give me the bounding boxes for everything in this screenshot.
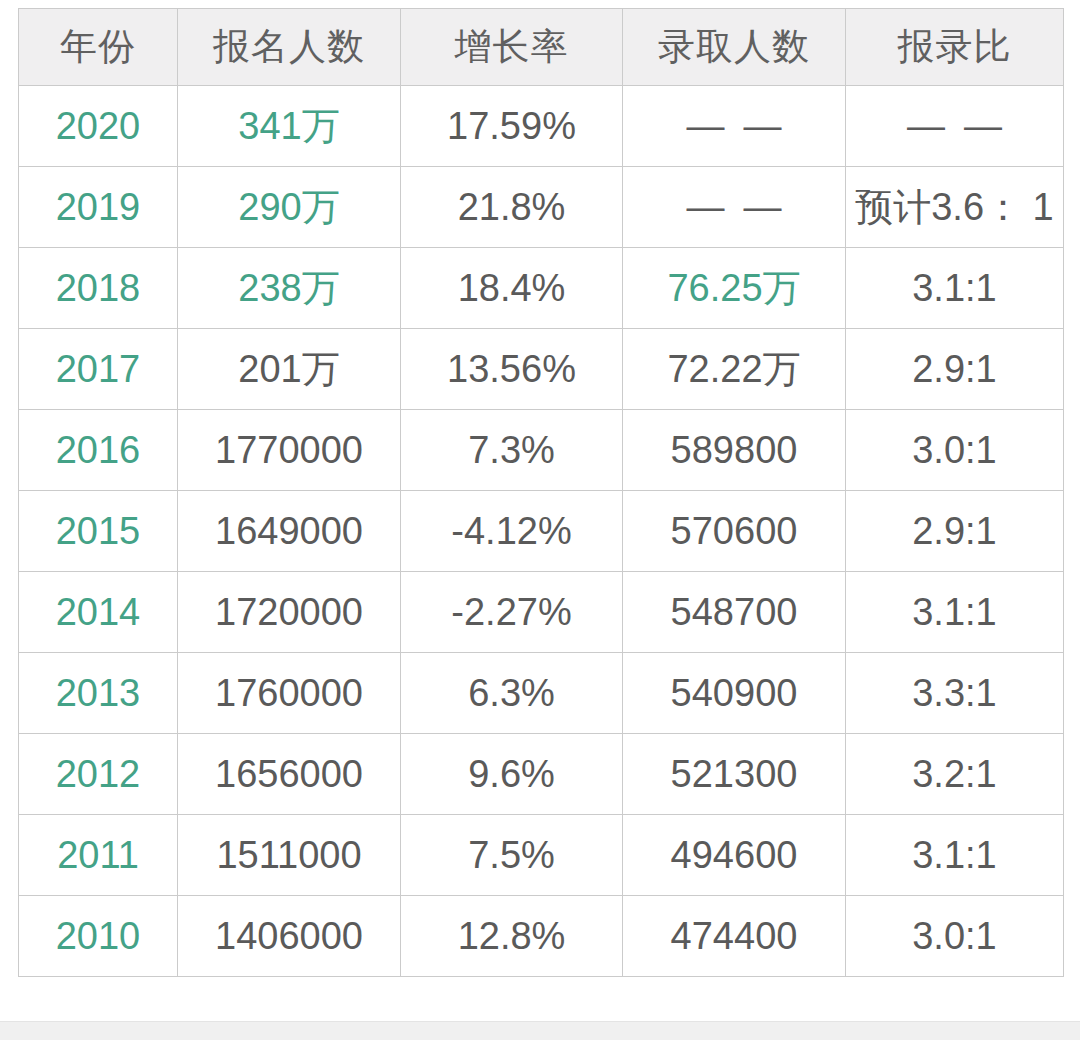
header-row: 年份报名人数增长率录取人数报录比	[19, 9, 1064, 86]
table-row: 201617700007.3%5898003.0:1	[19, 410, 1064, 491]
cell-admitted: — —	[623, 167, 846, 248]
exam-statistics-table: 年份报名人数增长率录取人数报录比 2020341万17.59%— —— —201…	[18, 8, 1064, 977]
cell-year: 2020	[19, 86, 178, 167]
cell-growth-rate: 21.8%	[401, 167, 623, 248]
cell-ratio: 3.3:1	[846, 653, 1064, 734]
table-row: 201115110007.5%4946003.1:1	[19, 815, 1064, 896]
cell-admitted: 474400	[623, 896, 846, 977]
cell-year: 2010	[19, 896, 178, 977]
cell-growth-rate: -4.12%	[401, 491, 623, 572]
cell-admitted: 494600	[623, 815, 846, 896]
column-header-applicants: 报名人数	[178, 9, 401, 86]
cell-growth-rate: 18.4%	[401, 248, 623, 329]
column-header-growth-rate: 增长率	[401, 9, 623, 86]
cell-ratio: 预计3.6： 1	[846, 167, 1064, 248]
cell-applicants: 238万	[178, 248, 401, 329]
cell-applicants: 1649000	[178, 491, 401, 572]
cell-applicants: 201万	[178, 329, 401, 410]
table-row: 201317600006.3%5409003.3:1	[19, 653, 1064, 734]
cell-year: 2015	[19, 491, 178, 572]
data-table: 年份报名人数增长率录取人数报录比 2020341万17.59%— —— —201…	[18, 8, 1064, 977]
cell-year: 2011	[19, 815, 178, 896]
cell-ratio: 3.2:1	[846, 734, 1064, 815]
cell-ratio: 3.1:1	[846, 248, 1064, 329]
cell-admitted: 521300	[623, 734, 846, 815]
cell-admitted: 570600	[623, 491, 846, 572]
column-header-year: 年份	[19, 9, 178, 86]
cell-year: 2017	[19, 329, 178, 410]
cell-growth-rate: 13.56%	[401, 329, 623, 410]
cell-applicants: 1511000	[178, 815, 401, 896]
table-row: 2010140600012.8%4744003.0:1	[19, 896, 1064, 977]
cell-applicants: 1656000	[178, 734, 401, 815]
cell-ratio: 3.0:1	[846, 896, 1064, 977]
cell-admitted: 72.22万	[623, 329, 846, 410]
cell-applicants: 1720000	[178, 572, 401, 653]
cell-growth-rate: 17.59%	[401, 86, 623, 167]
cell-admitted: 589800	[623, 410, 846, 491]
table-row: 2018238万18.4%76.25万3.1:1	[19, 248, 1064, 329]
cell-ratio: 2.9:1	[846, 491, 1064, 572]
table-row: 201216560009.6%5213003.2:1	[19, 734, 1064, 815]
table-header: 年份报名人数增长率录取人数报录比	[19, 9, 1064, 86]
column-header-ratio: 报录比	[846, 9, 1064, 86]
cell-year: 2014	[19, 572, 178, 653]
footer-strip	[0, 1021, 1080, 1040]
cell-applicants: 341万	[178, 86, 401, 167]
cell-growth-rate: 7.5%	[401, 815, 623, 896]
cell-growth-rate: 7.3%	[401, 410, 623, 491]
cell-admitted: 548700	[623, 572, 846, 653]
table-row: 2020341万17.59%— —— —	[19, 86, 1064, 167]
cell-applicants: 290万	[178, 167, 401, 248]
cell-year: 2016	[19, 410, 178, 491]
cell-ratio: 3.1:1	[846, 572, 1064, 653]
page: { "colors": { "green_text": "#44a287", "…	[0, 0, 1080, 1040]
cell-applicants: 1760000	[178, 653, 401, 734]
cell-ratio: 2.9:1	[846, 329, 1064, 410]
cell-year: 2018	[19, 248, 178, 329]
cell-ratio: 3.0:1	[846, 410, 1064, 491]
cell-ratio: 3.1:1	[846, 815, 1064, 896]
cell-admitted: 76.25万	[623, 248, 846, 329]
cell-growth-rate: -2.27%	[401, 572, 623, 653]
cell-applicants: 1406000	[178, 896, 401, 977]
cell-growth-rate: 12.8%	[401, 896, 623, 977]
cell-growth-rate: 6.3%	[401, 653, 623, 734]
cell-ratio: — —	[846, 86, 1064, 167]
cell-growth-rate: 9.6%	[401, 734, 623, 815]
table-body: 2020341万17.59%— —— —2019290万21.8%— —预计3.…	[19, 86, 1064, 977]
cell-year: 2019	[19, 167, 178, 248]
cell-year: 2012	[19, 734, 178, 815]
table-row: 20151649000-4.12%5706002.9:1	[19, 491, 1064, 572]
column-header-admitted: 录取人数	[623, 9, 846, 86]
cell-admitted: 540900	[623, 653, 846, 734]
table-row: 2019290万21.8%— —预计3.6： 1	[19, 167, 1064, 248]
cell-year: 2013	[19, 653, 178, 734]
cell-applicants: 1770000	[178, 410, 401, 491]
cell-admitted: — —	[623, 86, 846, 167]
table-row: 20141720000-2.27%5487003.1:1	[19, 572, 1064, 653]
table-row: 2017201万13.56%72.22万2.9:1	[19, 329, 1064, 410]
